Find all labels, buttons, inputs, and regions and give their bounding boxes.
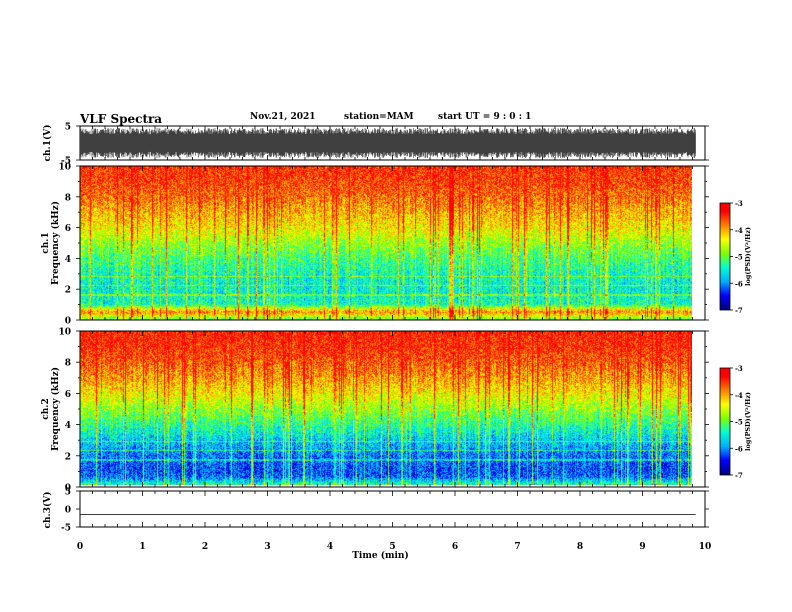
ch2-spectrogram-y-label: Frequency (kHz) bbox=[50, 367, 61, 451]
station-label: station=MAM bbox=[344, 112, 414, 122]
x-axis-label: Time (min) bbox=[352, 550, 409, 561]
colorbar-tick-label: -6 bbox=[735, 279, 743, 288]
y-tick-label: 2 bbox=[65, 286, 71, 296]
colorbar-tick-label: -7 bbox=[735, 306, 743, 315]
x-tick-label: 2 bbox=[202, 542, 208, 552]
chart-title: VLF Spectra bbox=[80, 112, 163, 126]
ch1-spectrogram-y-label: Frequency (kHz) bbox=[50, 201, 61, 285]
colorbar-tick-label: -4 bbox=[735, 391, 743, 400]
colorbar-tick-label: -5 bbox=[735, 418, 743, 427]
ch2-colorbar bbox=[720, 368, 730, 475]
colorbar-tick-label: -3 bbox=[735, 199, 743, 208]
colorbar-tick-label: -7 bbox=[735, 471, 743, 480]
y-tick-label: 10 bbox=[58, 163, 71, 173]
y-tick-label: 0 bbox=[65, 506, 71, 516]
y-tick-label: 5 bbox=[65, 123, 71, 133]
colorbar-frame bbox=[719, 202, 731, 311]
x-tick-label: 5 bbox=[389, 542, 395, 552]
x-tick-label: 9 bbox=[639, 542, 645, 552]
ch1-colorbar bbox=[720, 203, 730, 310]
ch1-waveform-trace bbox=[80, 128, 696, 158]
colorbar-tick-label: -5 bbox=[735, 253, 743, 262]
y-tick-label: 8 bbox=[65, 193, 71, 203]
ch1-y-axis-label: ch.1(V) bbox=[42, 125, 53, 162]
x-tick-label: 6 bbox=[452, 542, 458, 552]
y-tick-label: -5 bbox=[61, 524, 71, 534]
y-tick-label: 6 bbox=[65, 224, 71, 234]
y-tick-label: 0 bbox=[65, 484, 71, 494]
y-tick-label: 5 bbox=[65, 488, 71, 498]
date-label: Nov.21, 2021 bbox=[250, 112, 316, 122]
ch1-spectrogram-image bbox=[80, 166, 692, 320]
x-tick-label: 8 bbox=[577, 542, 583, 552]
x-tick-label: 10 bbox=[699, 542, 712, 552]
y-tick-label: 10 bbox=[58, 328, 71, 338]
x-tick-label: 7 bbox=[514, 542, 520, 552]
start-ut-label: start UT = 9 : 0 : 1 bbox=[438, 112, 532, 122]
x-tick-label: 0 bbox=[77, 542, 83, 552]
x-tick-label: 4 bbox=[327, 542, 333, 552]
ch2-spectrogram-image bbox=[80, 331, 692, 485]
x-tick-label: 3 bbox=[264, 542, 270, 552]
colorbar-tick-label: -6 bbox=[735, 444, 743, 453]
x-tick-label: 1 bbox=[139, 542, 145, 552]
y-tick-label: 2 bbox=[65, 452, 71, 462]
ch2-spectrogram-y-label: ch.2 bbox=[41, 398, 51, 419]
colorbar-label: log(PSD)(V²/Hz) bbox=[744, 392, 752, 451]
panel-frame bbox=[79, 330, 706, 488]
y-tick-label: 8 bbox=[65, 359, 71, 369]
colorbar-label: log(PSD)(V²/Hz) bbox=[744, 227, 752, 286]
y-tick-label: 4 bbox=[65, 421, 71, 431]
ch3-y-axis-label: ch.3(V) bbox=[42, 492, 53, 529]
panel-frame bbox=[79, 490, 706, 528]
y-tick-label: 0 bbox=[65, 317, 71, 327]
colorbar-tick-label: -4 bbox=[735, 226, 743, 235]
panel-frame bbox=[79, 165, 706, 321]
colorbar-frame bbox=[719, 367, 731, 476]
y-tick-label: 4 bbox=[65, 255, 71, 265]
colorbar-tick-label: -3 bbox=[735, 364, 743, 373]
y-tick-label: 6 bbox=[65, 390, 71, 400]
y-tick-label: -5 bbox=[61, 157, 71, 167]
ch1-spectrogram-y-label: ch.1 bbox=[41, 232, 51, 253]
